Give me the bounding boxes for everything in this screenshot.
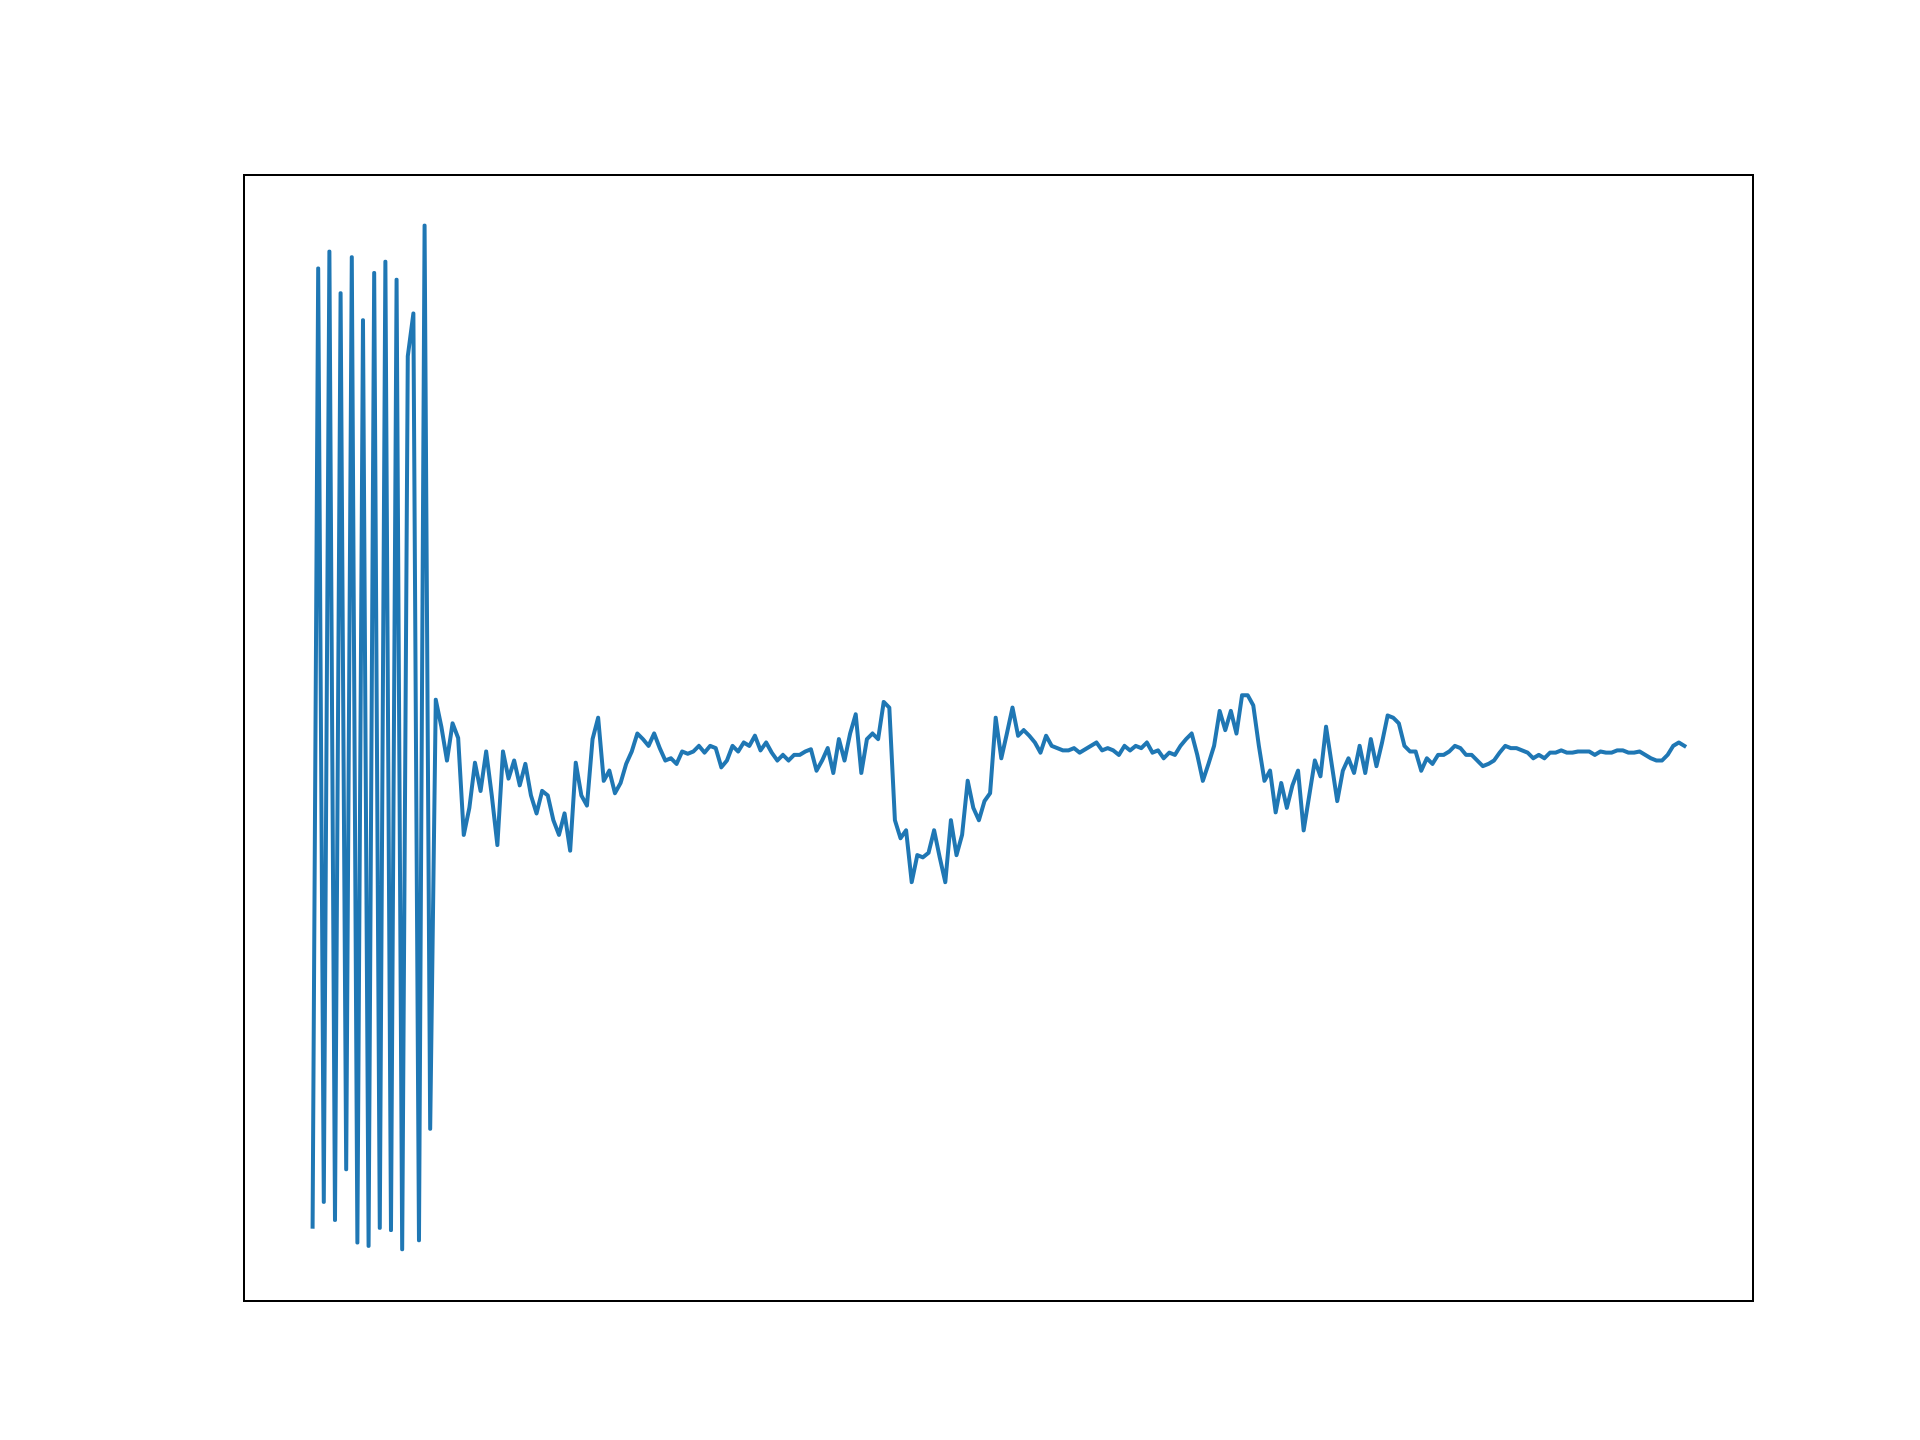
- axes-frame: [243, 174, 1754, 1302]
- data-line: [310, 223, 1688, 1252]
